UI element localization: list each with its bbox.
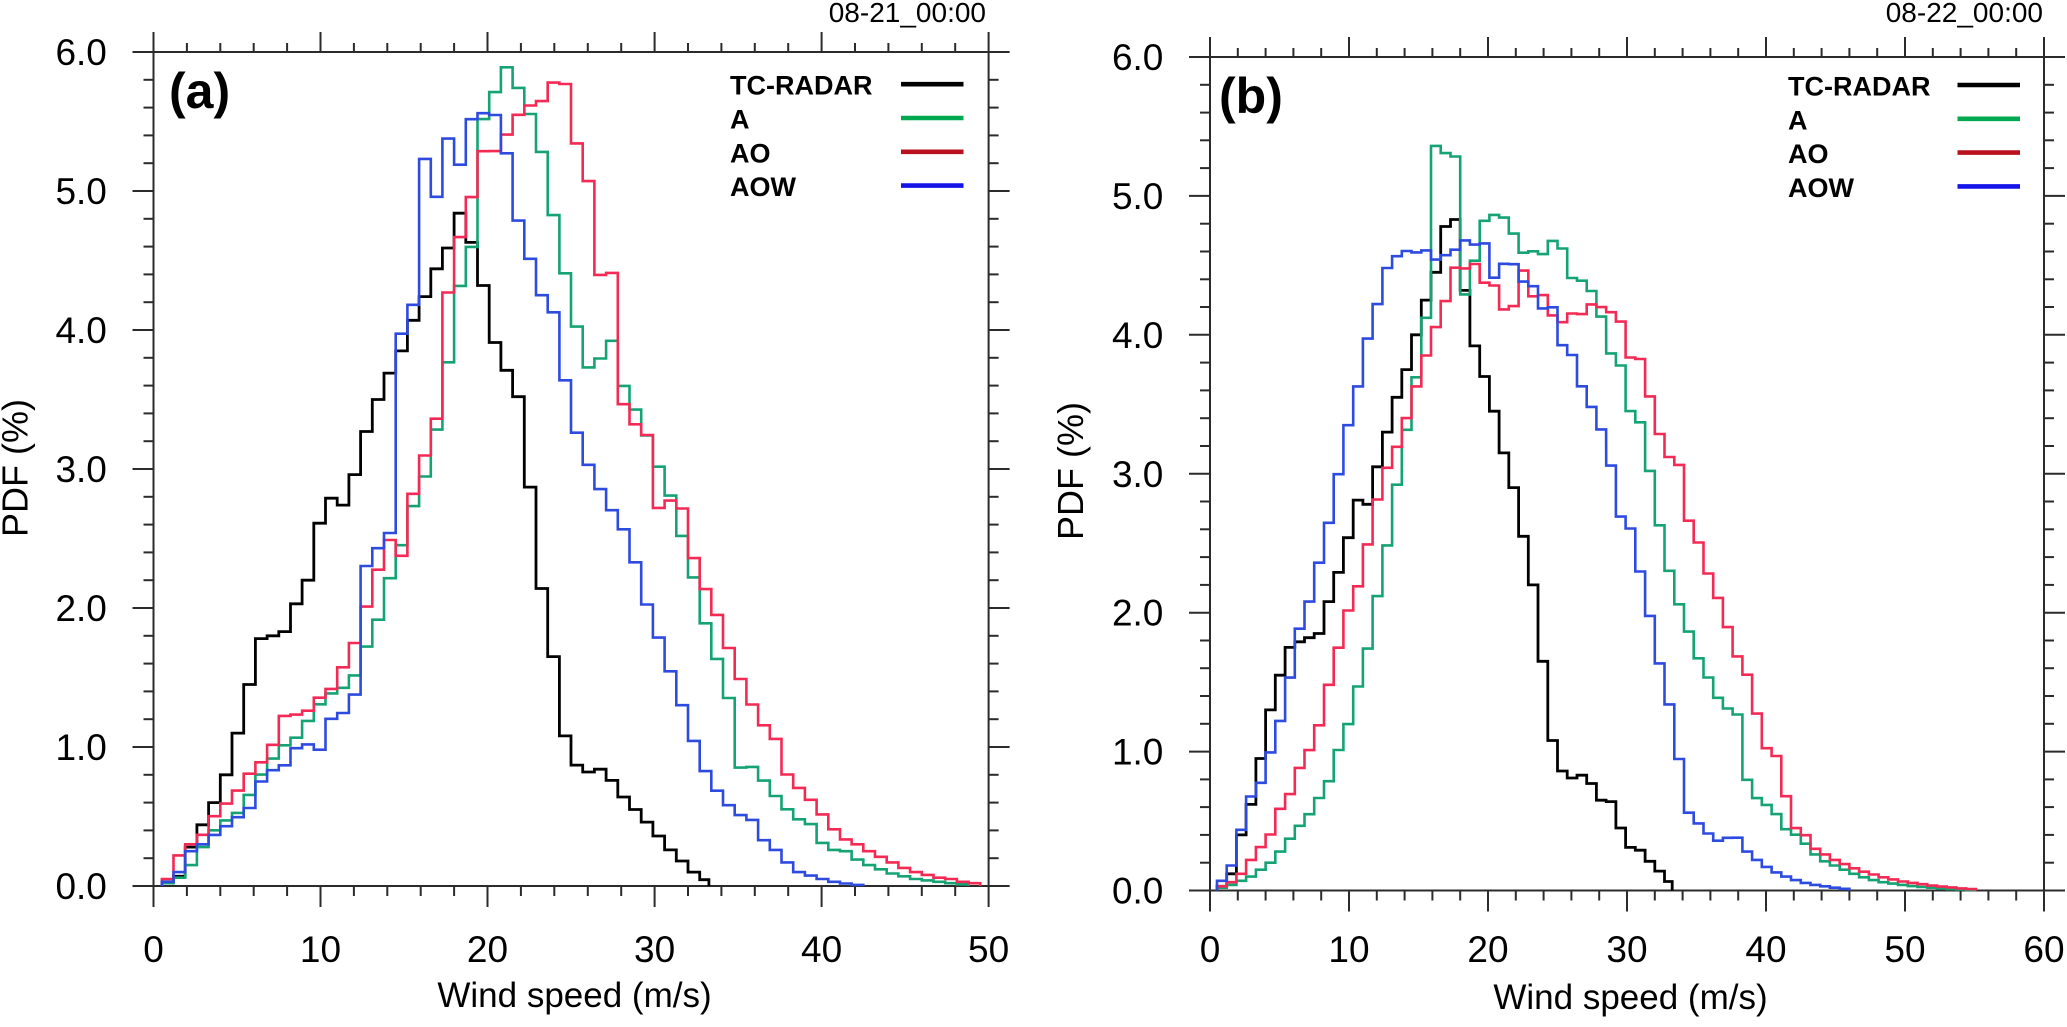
svg-text:5.0: 5.0 [55,171,106,212]
svg-text:40: 40 [801,929,842,970]
svg-text:08-22_00:00: 08-22_00:00 [1886,0,2043,28]
svg-text:0.0: 0.0 [1112,871,1163,912]
svg-text:3.0: 3.0 [1112,454,1163,495]
svg-text:10: 10 [300,929,341,970]
svg-text:50: 50 [1884,929,1925,970]
svg-text:20: 20 [1467,929,1508,970]
svg-text:4.0: 4.0 [1112,315,1163,356]
svg-text:60: 60 [2023,929,2064,970]
svg-text:Wind speed (m/s): Wind speed (m/s) [437,976,711,1015]
svg-text:6.0: 6.0 [1112,37,1163,78]
svg-text:AO: AO [730,138,771,168]
svg-text:0: 0 [143,929,164,970]
svg-text:2.0: 2.0 [55,588,106,629]
svg-text:A: A [730,105,750,135]
svg-text:6.0: 6.0 [55,32,106,73]
svg-text:TC-RADAR: TC-RADAR [1788,72,1930,102]
svg-text:40: 40 [1745,929,1786,970]
svg-text:1.0: 1.0 [55,727,106,768]
svg-text:3.0: 3.0 [55,449,106,490]
svg-text:0: 0 [1200,929,1221,970]
svg-text:2.0: 2.0 [1112,593,1163,634]
svg-text:0.0: 0.0 [55,866,106,907]
svg-text:Wind speed (m/s): Wind speed (m/s) [1493,978,1767,1017]
svg-text:(a): (a) [169,63,230,119]
svg-text:30: 30 [1606,929,1647,970]
svg-text:PDF (%): PDF (%) [1050,402,1091,540]
svg-text:AOW: AOW [1788,173,1855,203]
svg-text:30: 30 [634,929,675,970]
svg-text:50: 50 [968,929,1009,970]
svg-text:A: A [1788,105,1808,135]
svg-text:20: 20 [467,929,508,970]
svg-text:(b): (b) [1219,68,1283,124]
svg-text:5.0: 5.0 [1112,176,1163,217]
svg-text:TC-RADAR: TC-RADAR [730,71,872,101]
svg-text:4.0: 4.0 [55,310,106,351]
svg-text:AO: AO [1788,139,1829,169]
svg-text:PDF (%): PDF (%) [0,399,36,537]
svg-text:10: 10 [1328,929,1369,970]
svg-text:1.0: 1.0 [1112,732,1163,773]
svg-text:08-21_00:00: 08-21_00:00 [829,0,986,28]
svg-text:AOW: AOW [730,172,797,202]
